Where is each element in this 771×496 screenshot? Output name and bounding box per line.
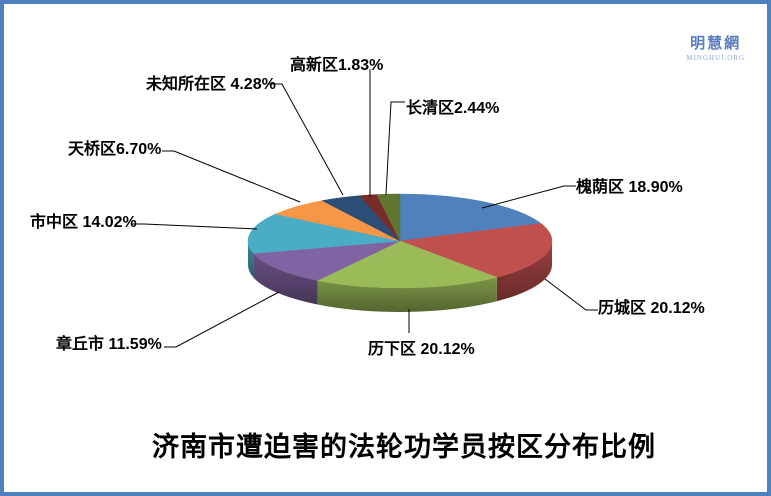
slice-label-7: 高新区1.83% <box>290 57 384 74</box>
slice-label-5: 天桥区6.70% <box>68 141 162 158</box>
pie-slice-0 <box>399 193 542 242</box>
slice-label-8: 长清区2.44% <box>406 100 500 117</box>
pie-slice-side-4 <box>248 241 254 278</box>
pie-chart-svg <box>132 69 598 348</box>
minghui-logo: 明慧網 MINGHUI.ORG <box>686 36 745 62</box>
pie-slice-side-2 <box>317 277 497 312</box>
pie-slice-4 <box>247 213 401 254</box>
slice-label-6: 未知所在区 4.28% <box>146 76 276 93</box>
slice-label-4: 市中区 14.02% <box>30 214 137 231</box>
slice-label-2: 历下区 20.12% <box>368 341 475 358</box>
pie-slice-1 <box>399 223 553 278</box>
pie-slice-side-3 <box>253 253 318 305</box>
leader-line-6 <box>268 83 344 196</box>
leader-line-1 <box>544 278 598 311</box>
leader-line-4 <box>132 223 258 230</box>
logo-subtitle: MINGHUI.ORG <box>686 53 745 62</box>
pie-slice-3 <box>252 240 401 281</box>
chart-title: 济南市遭迫害的法轮功学员按区分布比例 <box>152 432 656 462</box>
slice-label-0: 槐荫区 18.90% <box>576 179 683 196</box>
leader-line-8 <box>385 101 405 196</box>
slice-label-3: 章丘市 11.59% <box>56 336 162 353</box>
slice-label-1: 历城区 20.12% <box>598 300 705 317</box>
pie-slice-8 <box>376 193 401 242</box>
pie-slice-2 <box>316 240 498 289</box>
pie-slice-side-1 <box>496 241 552 302</box>
leader-line-0 <box>481 185 576 209</box>
logo-title: 明慧網 <box>690 36 742 52</box>
leader-line-3 <box>164 291 280 348</box>
leader-line-5 <box>162 150 301 203</box>
